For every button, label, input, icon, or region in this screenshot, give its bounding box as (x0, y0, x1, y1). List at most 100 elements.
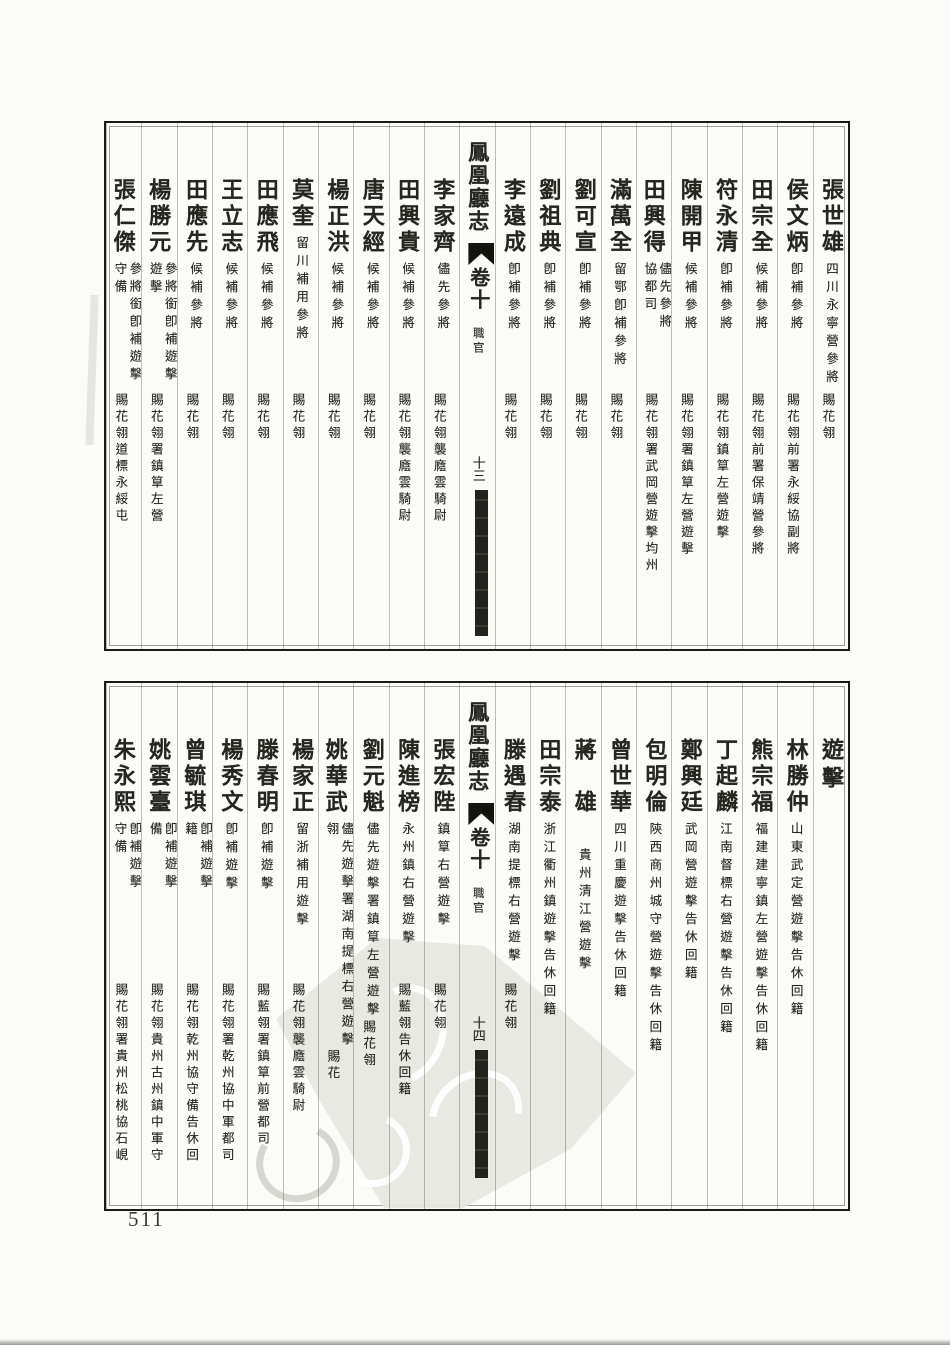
wrapped-chars: 守備 (112, 262, 127, 297)
officer-note: 候補參將 (258, 262, 273, 334)
officer-honor: 賜花翎襲廕雲騎尉 (396, 393, 411, 525)
entry-head: 曾世華四川重慶遊擊告休回籍 (602, 738, 636, 1002)
page-block-top: 張世雄四川永寧營參將賜花翎 侯文炳卽補參將賜花翎前署永綏協副將 田宗全候補參將賜花翎… (104, 121, 850, 651)
entry-head: 田興貴候補參將 (390, 178, 424, 393)
officer-name: 李家齊 (430, 178, 456, 256)
officer-name: 陳開甲 (677, 178, 703, 256)
officer-note: 候補參將 (364, 262, 379, 334)
officer-entry: 田應飛候補參將賜花翎 (247, 123, 282, 649)
officer-note: 卽補遊擊 (127, 822, 142, 892)
officer-name: 楊正洪 (324, 178, 350, 256)
officer-name: 蔣雄 (571, 738, 597, 842)
officer-note: 候補參將 (223, 262, 238, 334)
entry-head: 包明倫陝西商州城守營遊擊告休回籍 (637, 738, 671, 1056)
officer-entry: 張世雄四川永寧營參將賜花翎 (812, 123, 848, 649)
officer-note: 永州鎮右營遊擊 (400, 822, 415, 948)
entry-head: 劉祖典卽補參將 (531, 178, 565, 393)
officer-entry: 曾世華四川重慶遊擊告休回籍 (600, 683, 636, 1209)
officer-entry: 鄭興廷武岡營遊擊告休回籍 (671, 683, 706, 1209)
title-column: 鳳凰廳志卷十職官十四 (459, 683, 495, 1209)
entry-head: 陳進榜永州鎮右營遊擊 (390, 738, 424, 983)
officer-note: 參將銜卽補遊擊 (127, 262, 142, 385)
officer-name: 鄭興廷 (677, 738, 703, 816)
officer-honor: 賜花翎 (820, 393, 835, 443)
entry-head: 姚華武 儘先遊擊署湖南提標右營遊擊翎 (319, 738, 354, 1050)
entry-head: 唐天經候補參將 (355, 178, 389, 393)
scan-smudge (85, 294, 99, 446)
entry-head: 楊秀文卽補遊擊 (213, 738, 247, 983)
officer-honor: 賜花翎署鎮筸左營遊擊 (679, 393, 694, 558)
entry-head: 田應先候補參將 (178, 178, 212, 393)
section-header: 遊擊 (812, 683, 848, 1209)
column-grid-bottom: 遊擊 林勝仲山東武定營遊擊告休回籍 熊宗福福建建寧鎮左營遊擊告休回籍 丁起麟江南督標右… (106, 683, 848, 1209)
officer-entry: 唐天經候補參將賜花翎 (353, 123, 388, 649)
officer-note: 四川永寧營參將 (824, 262, 838, 388)
officer-name: 劉祖典 (536, 178, 562, 256)
officer-entry: 滕春明卽補遊擊賜藍翎署鎮筸前營都司 (247, 683, 282, 1209)
note-pair: 卽補遊擊籍 (182, 822, 212, 892)
officer-name: 張仁傑 (110, 178, 136, 256)
folio-label: 十四 (470, 1016, 486, 1042)
entry-head: 丁起麟江南督標右營遊擊告休回籍 (708, 738, 742, 1038)
officer-note: 卽補參將 (788, 262, 803, 334)
officer-honor: 賜花翎襲廕雲騎尉 (290, 983, 305, 1115)
officer-name: 姚雲臺 (146, 738, 172, 816)
officer-honor: 賜花翎 (608, 393, 623, 443)
officer-name: 唐天經 (359, 178, 385, 256)
officer-entry: 丁起麟江南督標右營遊擊告休回籍 (706, 683, 742, 1209)
officer-name: 張世雄 (819, 178, 844, 256)
officer-entry: 楊勝元 參將銜卽補遊擊 遊擊 賜花翎署鎮筸左營 (141, 123, 177, 649)
entry-head: 田應飛候補參將 (249, 178, 283, 393)
officer-name: 劉元魁 (359, 738, 385, 816)
entry-head: 楊正洪候補參將 (319, 178, 353, 393)
entry-head: 蔣雄貴州清江營遊擊 (567, 738, 601, 983)
note-pair: 卽補遊擊 守備 (111, 822, 141, 892)
officer-honor: 賜藍翎告休回籍 (396, 983, 411, 1099)
officer-honor: 賜花翎 (361, 393, 376, 443)
officer-entry: 蔣雄貴州清江營遊擊 (565, 683, 600, 1209)
officer-name: 張宏陛 (430, 738, 456, 816)
officer-honor: 賜花翎 (325, 393, 340, 443)
entry-head: 符永清卽補參將 (708, 178, 742, 393)
fishtail-mark (468, 243, 495, 265)
officer-note: 卽補參將 (541, 262, 556, 334)
entry-head: 陳開甲候補參將 (673, 178, 707, 393)
officer-note: 貴州清江營遊擊 (576, 848, 591, 974)
officer-name: 田宗泰 (536, 738, 562, 816)
page-block-bottom: 遊擊 林勝仲山東武定營遊擊告休回籍 熊宗福福建建寧鎮左營遊擊告休回籍 丁起麟江南督標右… (104, 681, 850, 1212)
officer-entry: 王立志候補參將賜花翎 (212, 123, 247, 649)
officer-note: 卽補遊擊 (198, 822, 213, 892)
officer-name: 李遠成 (501, 178, 527, 256)
entry-head: 張世雄四川永寧營參將 (814, 178, 848, 393)
column-grid-top: 張世雄四川永寧營參將賜花翎 侯文炳卽補參將賜花翎前署永綏協副將 田宗全候補參將賜花翎… (106, 123, 848, 649)
entry-head: 劉可宣卽補參將 (567, 178, 601, 393)
officer-honor: 賜花翎署武岡營遊擊均州 (643, 393, 658, 575)
entry-head: 姚雲臺 卽補遊擊備 (142, 738, 177, 983)
officer-name: 包明倫 (642, 738, 668, 816)
entry-head: 田宗泰浙江衢州鎮遊擊告休回籍 (531, 738, 565, 1020)
officer-entry: 田宗泰浙江衢州鎮遊擊告休回籍 (530, 683, 565, 1209)
entry-head: 侯文炳卽補參將 (779, 178, 813, 393)
officer-entry: 張宏陛鎮筸右營遊擊賜花翎 (424, 683, 459, 1209)
officer-name: 楊勝元 (146, 178, 172, 256)
officer-name: 侯文炳 (783, 178, 809, 256)
wrapped-chars: 守備 (112, 822, 127, 857)
section-label: 職官 (471, 887, 484, 916)
page-number: 511 (128, 1207, 165, 1231)
officer-note: 鎮筸右營遊擊 (435, 822, 450, 930)
officer-entry: 楊秀文卽補遊擊賜花翎署乾州協中軍都司 (212, 683, 247, 1209)
officer-name: 林勝仲 (783, 738, 809, 816)
officer-entry: 楊正洪候補參將賜花翎 (318, 123, 353, 649)
officer-honor: 賜藍翎署鎮筸前營都司 (255, 983, 270, 1148)
officer-note: 候補參將 (329, 262, 344, 334)
officer-entry: 曾毓琪 卽補遊擊籍賜花翎乾州協守備告休回 (176, 683, 212, 1209)
officer-entry: 侯文炳卽補參將賜花翎前署永綏協副將 (777, 123, 812, 649)
officer-honor: 賜花翎鎮筸左營遊擊 (714, 393, 729, 542)
officer-entry: 田興貴候補參將賜花翎襲廕雲騎尉 (388, 123, 424, 649)
note-pair: 參將銜卽補遊擊 守備 (111, 262, 141, 385)
officer-name: 楊秀文 (218, 738, 244, 816)
entry-head: 滿萬全留鄂卽補參將 (602, 178, 636, 393)
entry-head: 楊家正留浙補用遊擊 (284, 738, 318, 983)
officer-note: 卽補參將 (506, 262, 521, 334)
officer-entry: 朱永熙 卽補遊擊 守備 賜花翎署貴州松桃協石峴 (106, 683, 141, 1209)
